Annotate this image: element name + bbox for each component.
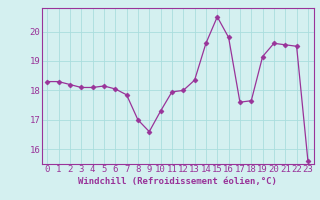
X-axis label: Windchill (Refroidissement éolien,°C): Windchill (Refroidissement éolien,°C) xyxy=(78,177,277,186)
